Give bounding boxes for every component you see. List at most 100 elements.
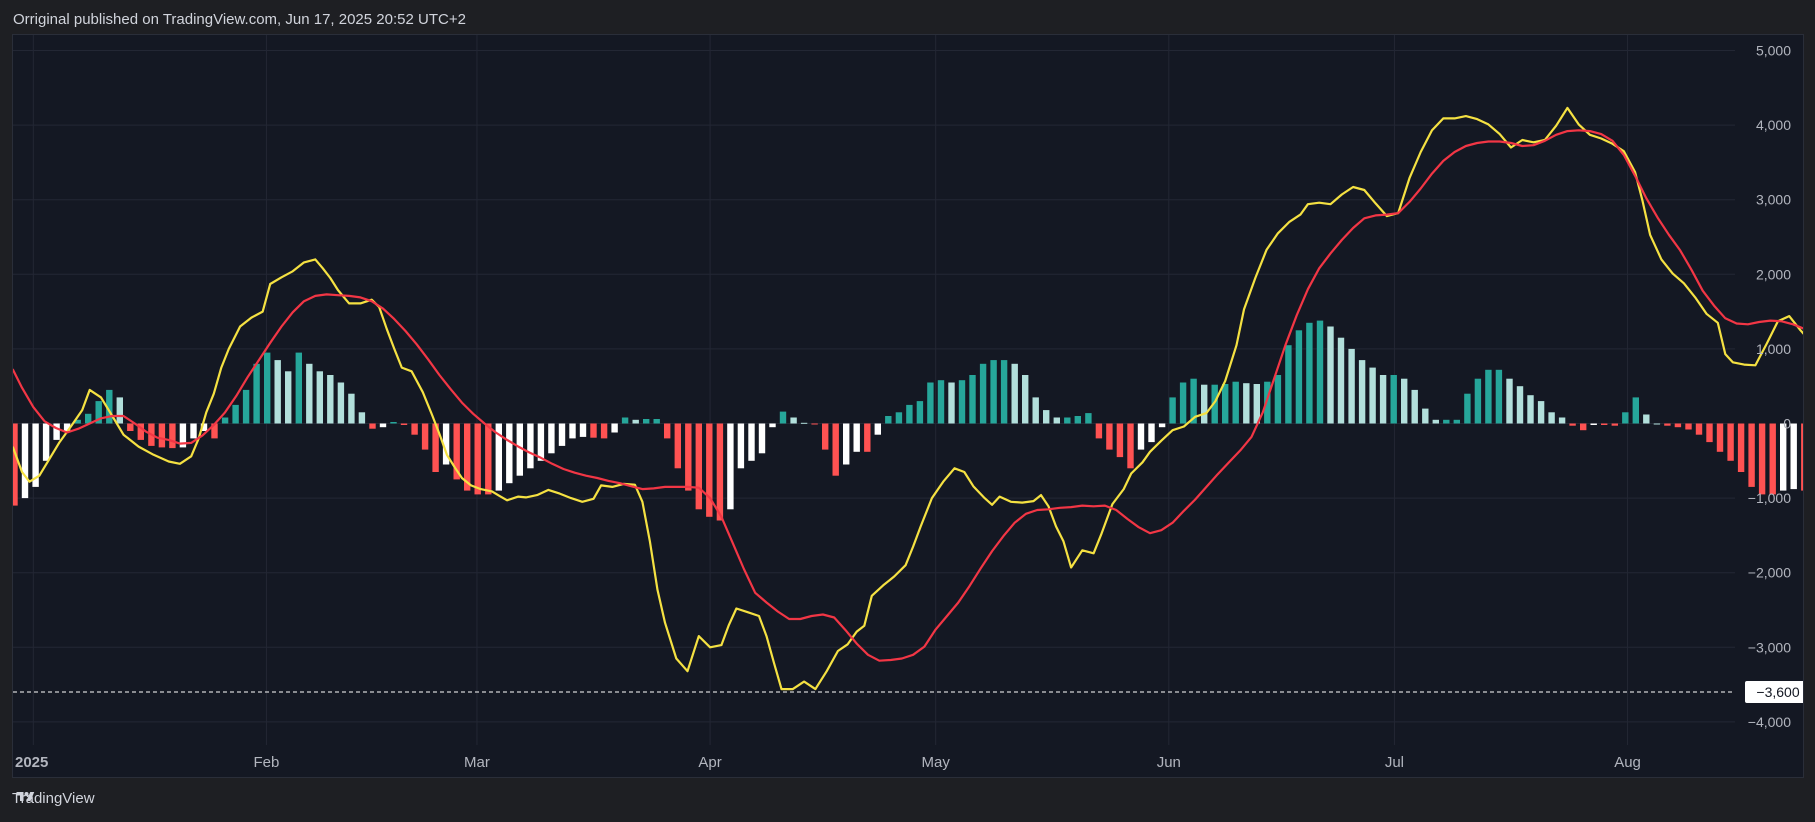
histogram-bar [769, 423, 776, 428]
histogram-bar [232, 404, 239, 424]
histogram-bar [1601, 423, 1608, 425]
histogram-bar [316, 371, 323, 424]
histogram-bar [1295, 330, 1303, 424]
histogram-bar [790, 417, 797, 424]
histogram-bar [285, 371, 292, 424]
x-tick-label: Jul [1385, 754, 1404, 771]
histogram-bar [643, 419, 650, 424]
histogram-bar [1569, 423, 1576, 426]
histogram-bar [1548, 412, 1555, 424]
histogram-bar [1527, 395, 1534, 424]
histogram-bar [42, 423, 50, 461]
histogram-bar [1790, 423, 1797, 490]
histogram-bar [85, 413, 92, 424]
histogram-bar [1453, 419, 1460, 424]
histogram-bar [895, 412, 903, 424]
histogram-bar [1253, 384, 1260, 424]
chart-panel[interactable]: −3,600 5,000 4,000 3,000 2,000 1,000 0 −1,000 −… [12, 34, 1804, 778]
histogram-bar [832, 423, 839, 476]
histogram-bar [1727, 423, 1734, 461]
histogram-bar [13, 423, 18, 506]
x-tick-label: Feb [253, 754, 279, 771]
histogram-bar [106, 389, 113, 424]
histogram-bar [1590, 423, 1597, 425]
histogram-bar [1358, 360, 1366, 424]
signal-line [13, 129, 1803, 662]
histogram-bar [1674, 423, 1682, 428]
histogram-bar [1274, 375, 1282, 424]
histogram-bar [758, 423, 766, 454]
histogram-bar [1443, 419, 1450, 424]
histogram-bar [274, 360, 281, 424]
histogram-bar [748, 423, 755, 461]
histogram-bar [611, 423, 618, 433]
histogram-bar [464, 423, 471, 491]
histogram-bar [211, 423, 218, 439]
histogram-bar [685, 423, 692, 491]
histogram-bar [1095, 423, 1103, 439]
histogram-bar [1116, 423, 1124, 458]
histogram-bar [1485, 369, 1492, 424]
histogram-bar [411, 423, 418, 435]
histogram-bar [874, 423, 881, 435]
macd-chart[interactable]: −3,600 5,000 4,000 3,000 2,000 1,000 0 −1,000 −… [13, 35, 1803, 777]
y-tick-label: 3,000 [1756, 192, 1791, 208]
histogram-bar [1232, 381, 1239, 424]
histogram [13, 320, 1803, 521]
y-axis[interactable]: 5,000 4,000 3,000 2,000 1,000 0 −1,000 −2,000 −3… [1748, 43, 1791, 730]
price-line-badge [1745, 681, 1803, 704]
histogram-bar [1137, 423, 1145, 450]
x-tick-label: Mar [464, 754, 490, 771]
histogram-bar [1348, 348, 1355, 424]
histogram-bar [432, 423, 439, 472]
histogram-bar [1411, 389, 1418, 424]
histogram-bar [1516, 386, 1524, 424]
histogram-bar [1190, 378, 1197, 424]
histogram-bar [600, 423, 608, 439]
y-tick-label: 5,000 [1756, 43, 1791, 59]
price-line-label: −3,600 [1756, 684, 1799, 700]
histogram-bar [1611, 423, 1618, 426]
histogram-bar [1000, 360, 1008, 424]
histogram-bar [632, 419, 639, 424]
x-tick-label: Jun [1157, 754, 1181, 771]
x-axis[interactable]: 2025 Feb Mar Apr May Jun Jul Aug [15, 754, 1641, 771]
histogram-bar [400, 423, 408, 425]
histogram-bar [1737, 423, 1745, 472]
histogram-bar [885, 416, 892, 424]
histogram-bar [169, 423, 176, 449]
histogram-bar [1390, 375, 1397, 424]
histogram-bar [306, 363, 313, 424]
histogram-bar [1169, 397, 1176, 424]
histogram-bar [716, 423, 724, 521]
histogram-bar [442, 423, 450, 465]
histogram-bar [337, 382, 345, 424]
histogram-bar [116, 397, 123, 424]
histogram-bar [1127, 423, 1134, 469]
histogram-bar [653, 419, 660, 424]
histogram-bar [590, 423, 597, 438]
histogram-bar [990, 360, 997, 424]
histogram-bar [1558, 417, 1566, 424]
histogram-bar [1622, 412, 1629, 424]
histogram-bar [706, 423, 713, 517]
histogram-bar [1506, 378, 1513, 424]
footer[interactable]: TradingView [12, 790, 95, 807]
histogram-bar [1653, 423, 1661, 425]
histogram-bar [190, 423, 197, 439]
tradingview-logo-icon[interactable] [12, 790, 39, 804]
histogram-bar [1537, 401, 1545, 424]
histogram-bar [853, 423, 860, 452]
histogram-bar [1401, 378, 1408, 424]
histogram-bar [1643, 414, 1650, 424]
y-tick-label: 4,000 [1756, 117, 1791, 133]
histogram-bar [1011, 363, 1018, 424]
histogram-bar [569, 423, 576, 439]
y-tick-label: −3,000 [1748, 639, 1791, 655]
histogram-bar [1201, 384, 1208, 424]
histogram-bar [558, 423, 566, 446]
histogram-bar [1316, 320, 1324, 424]
histogram-bar [516, 423, 523, 476]
histogram-bar [822, 423, 829, 450]
histogram-bar [253, 363, 260, 424]
